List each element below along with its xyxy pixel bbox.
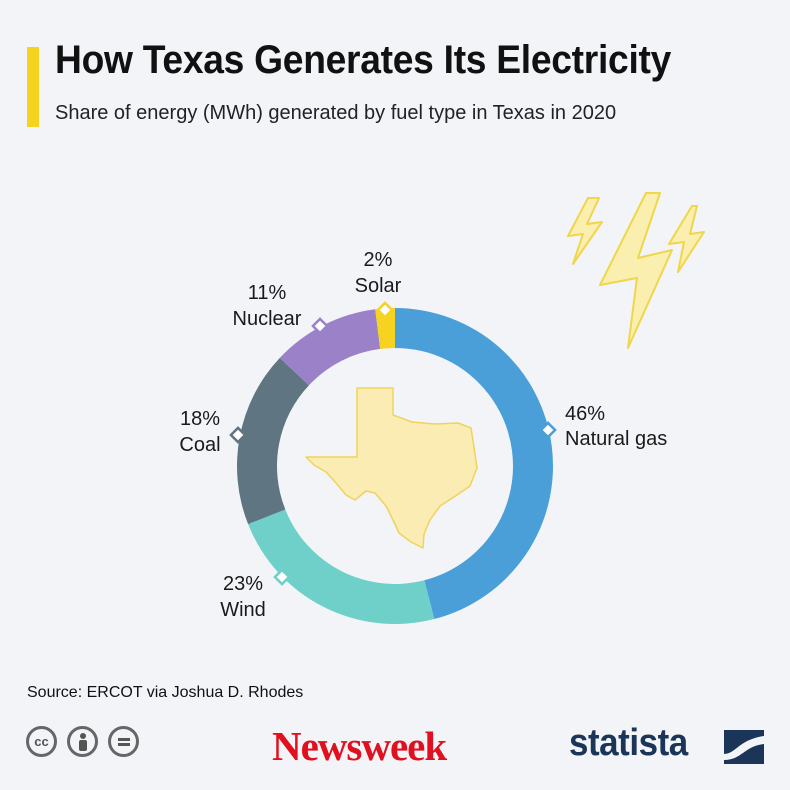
slice-name-label: Nuclear <box>233 308 302 330</box>
slice-value-label: 18% <box>180 408 220 430</box>
slice-value-label: 46% <box>565 403 605 425</box>
label-marker <box>376 301 394 319</box>
equals-icon <box>108 726 139 757</box>
page-title: How Texas Generates Its Electricity <box>55 38 672 82</box>
slice-value-label: 23% <box>223 573 263 595</box>
slice-name-label: Natural gas <box>565 428 667 450</box>
label-marker <box>539 421 557 439</box>
label-marker <box>311 317 329 335</box>
label-marker <box>273 568 291 586</box>
donut-slices <box>237 308 554 624</box>
slice-natural-gas <box>395 308 554 620</box>
slice-nuclear <box>279 309 381 386</box>
lightning-icon <box>567 192 705 349</box>
slice-name-label: Wind <box>220 599 266 621</box>
slice-solar <box>375 308 395 349</box>
slice-value-label: 11% <box>248 282 287 304</box>
slice-name-label: Solar <box>355 275 402 297</box>
statista-mark-icon <box>724 730 764 764</box>
texas-map-icon <box>305 387 478 549</box>
title-accent-bar <box>27 47 39 127</box>
person-icon <box>67 726 98 757</box>
statista-logo[interactable]: statista <box>569 722 688 764</box>
license-icons: cc <box>26 726 139 757</box>
page-subtitle: Share of energy (MWh) generated by fuel … <box>55 102 617 124</box>
slice-wind <box>248 509 435 624</box>
cc-icon: cc <box>26 726 57 757</box>
newsweek-logo[interactable]: Newsweek <box>272 723 447 769</box>
slice-value-label: 2% <box>364 249 393 271</box>
slice-labels: 46% Natural gas 23% Wind 18% Coal 11% Nuclear 2%… <box>179 249 667 621</box>
slice-coal <box>237 357 309 525</box>
slice-name-label: Coal <box>179 434 220 456</box>
label-marker <box>229 426 247 444</box>
source-note: Source: ERCOT via Joshua D. Rhodes <box>27 684 304 701</box>
